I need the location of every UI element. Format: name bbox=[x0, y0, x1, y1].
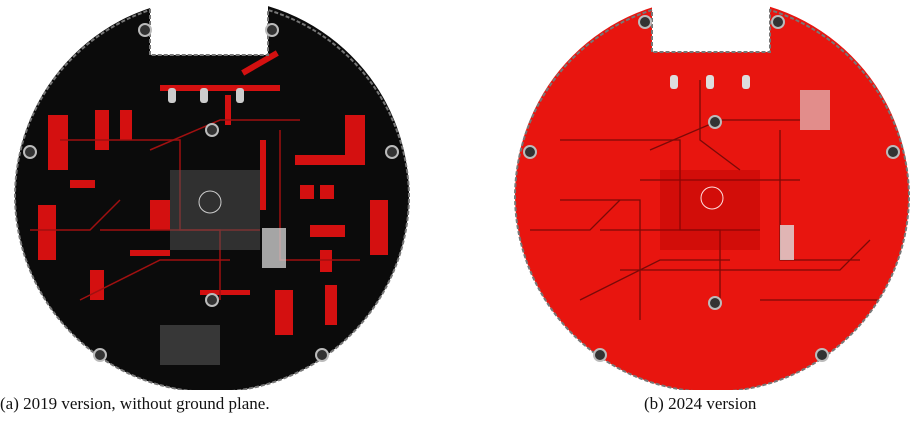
board-2019 bbox=[10, 0, 420, 390]
mounting-holes bbox=[23, 23, 399, 362]
board-outline bbox=[13, 8, 411, 390]
pcb-images bbox=[10, 0, 917, 390]
board-outline bbox=[513, 8, 911, 390]
caption: (b) 2024 version bbox=[644, 394, 757, 413]
board-2024 bbox=[510, 0, 917, 390]
caption: (a) 2019 version, without ground plane. bbox=[0, 394, 270, 413]
mounting-holes bbox=[523, 15, 900, 362]
